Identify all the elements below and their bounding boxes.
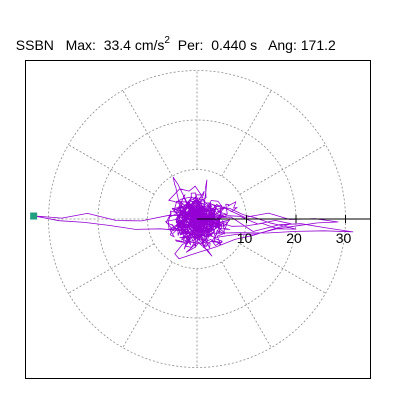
grid-spoke-300 [221, 261, 272, 348]
radial-tick-label-30: 30 [336, 230, 352, 246]
max-amplitude-marker [30, 212, 38, 220]
particle-motion-trace [33, 176, 354, 260]
period-label: Per: [177, 37, 204, 53]
grid-spoke-210 [68, 243, 155, 294]
grid-spoke-120 [122, 90, 173, 177]
chart-title: SSBN Max: 33.4 cm/s2 Per: 0.440 s Ang: 1… [8, 21, 336, 53]
angle-value: 171.2 [300, 37, 336, 53]
grid-spoke-60 [221, 90, 272, 177]
grid-spoke-330 [239, 243, 326, 294]
grid-spoke-30 [239, 144, 326, 195]
max-unit: cm/s [134, 37, 165, 53]
grid-spoke-240 [122, 261, 173, 348]
max-label: Max: [65, 37, 96, 53]
angle-label: Ang: [268, 37, 297, 53]
period-value: 0.440 s [211, 37, 258, 53]
plot-frame [25, 60, 371, 379]
station-code: SSBN [15, 37, 54, 53]
axis-group: 10 20 30 [197, 215, 370, 246]
radial-tick-label-20: 20 [286, 230, 302, 246]
radial-tick-label-10: 10 [237, 230, 253, 246]
trace-group [30, 176, 354, 260]
max-value: 33.4 [103, 37, 131, 53]
max-unit-exponent: 2 [164, 35, 170, 46]
grid-spoke-150 [68, 144, 155, 195]
